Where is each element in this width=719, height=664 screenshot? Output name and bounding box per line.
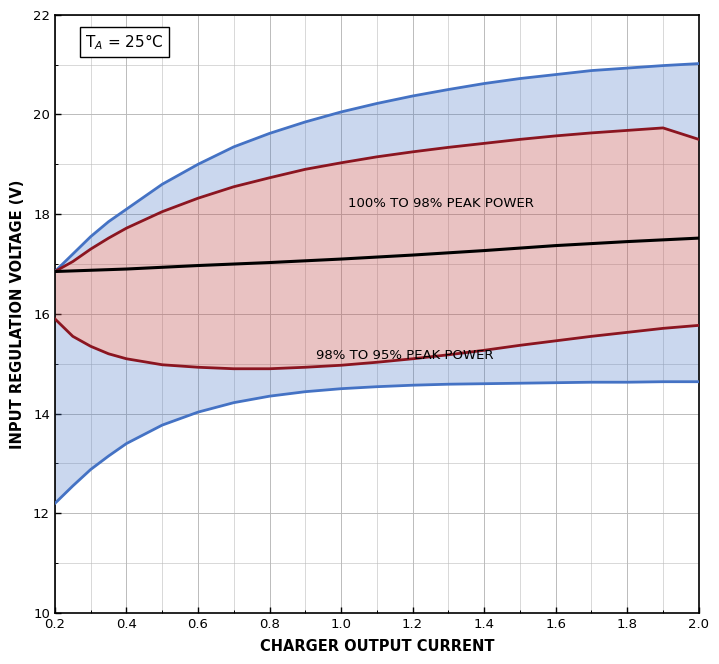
Text: T$_A$ = 25°C: T$_A$ = 25°C <box>86 32 164 52</box>
Text: 100% TO 98% PEAK POWER: 100% TO 98% PEAK POWER <box>348 197 534 210</box>
X-axis label: CHARGER OUTPUT CURRENT: CHARGER OUTPUT CURRENT <box>260 639 494 654</box>
Text: 98% TO 95% PEAK POWER: 98% TO 95% PEAK POWER <box>316 349 493 362</box>
Y-axis label: INPUT REGULATION VOLTAGE (V): INPUT REGULATION VOLTAGE (V) <box>10 179 24 449</box>
